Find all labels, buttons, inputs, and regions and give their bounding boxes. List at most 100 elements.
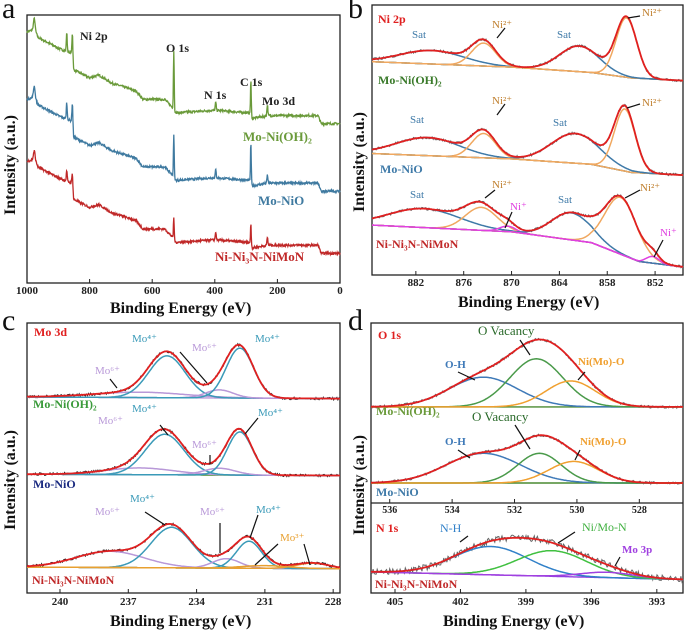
x-tick-label: 536: [382, 505, 397, 516]
annotation-o-vacancy: O Vacancy: [478, 323, 535, 338]
x-tick-label: 600: [144, 285, 161, 297]
annotation-o-h: O-H: [445, 436, 466, 448]
x-axis-title-c: Binding Energy (eV): [110, 613, 252, 630]
x-tick-label: 534: [445, 505, 460, 516]
fit-envelope-line: [371, 104, 684, 176]
series-label-mo-nio: Mo-NiO: [33, 477, 76, 491]
x-tick-label: 228: [325, 596, 342, 608]
annotation-ni2plus: Ni²⁺: [492, 179, 513, 191]
series-line: [26, 85, 341, 195]
x-tick-label: 405: [387, 596, 404, 608]
panel-letter-d: d: [348, 304, 363, 337]
x-axis-title-b: Binding Energy (eV): [458, 294, 600, 311]
series-label-mo-nio: Mo-NiO: [380, 162, 423, 176]
x-tick-label: 200: [269, 285, 286, 297]
annotation-mo4plus: Mo⁴⁺: [255, 333, 280, 345]
annotation-n1s: N 1s: [204, 88, 227, 102]
annotation-mo6plus: Mo⁶⁺: [200, 506, 225, 518]
x-tick-label: 876: [455, 277, 472, 289]
annotation-ni-plus: Ni⁺: [510, 201, 527, 213]
annotation-sat: Sat: [558, 194, 573, 206]
fit-envelope-line: [371, 338, 683, 408]
annotation-mo4plus: Mo⁴⁺: [256, 504, 281, 516]
y-axis-title-c: Intensity (a.u.): [2, 429, 19, 530]
plot-frame: [26, 14, 341, 284]
series-label-mo-ni-oh2: Mo-Ni(OH)₂: [378, 73, 442, 87]
annotation-ni-plus: Ni⁺: [660, 227, 677, 239]
x-tick-label: 864: [551, 277, 568, 289]
series-label-mo-ni-oh2: Mo-Ni(OH)₂: [376, 404, 440, 418]
fit-envelope-line: [27, 523, 341, 569]
x-tick-label: 870: [503, 277, 520, 289]
annotation-mo3plus: Mo³⁺: [280, 532, 305, 544]
plot-frame: [26, 322, 341, 594]
annotation-mo3d: Mo 3d: [262, 94, 295, 108]
panel-letter-a: a: [2, 0, 16, 25]
raw-data-line: [26, 522, 341, 569]
annotation-sat: Sat: [410, 189, 425, 201]
x-tick-label: 530: [569, 505, 584, 516]
x-tick-label: 852: [647, 277, 664, 289]
series-label-mo-nio: Mo-NiO: [376, 485, 419, 499]
plot-frame: [370, 322, 684, 594]
annotation-mo6plus: Mo⁶⁺: [95, 365, 120, 377]
annotation-o-vacancy: O Vacancy: [472, 409, 529, 424]
annotation-ni-mo-n: Ni/Mo-N: [582, 520, 627, 534]
annotation-sat: Sat: [412, 29, 427, 41]
panel-title-o1s: O 1s: [378, 328, 402, 342]
annotation-mo6plus: Mo⁶⁺: [192, 439, 217, 451]
fit-component-line: [27, 433, 341, 477]
raw-data-line: [26, 342, 341, 402]
raw-data-line: [371, 337, 684, 410]
annotation-mo6plus: Mo⁶⁺: [95, 506, 120, 518]
annotation-ni2plus: Ni²⁺: [492, 19, 513, 31]
annotation-n-h: N-H: [440, 521, 462, 535]
series-line: [26, 150, 341, 257]
fit-envelope-line: [371, 194, 684, 268]
fit-envelope-line: [371, 536, 683, 581]
series-label-ni-ni3n-nimon: Ni-Ni₃N-NiMoN: [376, 237, 459, 251]
panel-title-n1s: N 1s: [376, 521, 399, 535]
annotation-ni2plus: Ni²⁺: [492, 95, 513, 107]
annotation-mo4plus: Mo⁴⁺: [132, 403, 157, 415]
series-label-mo-nio: Mo-NiO: [258, 193, 305, 208]
annotation-mo6plus: Mo⁶⁺: [192, 342, 217, 354]
y-axis-title-a: Intensity (a.u.): [2, 114, 19, 215]
fit-component-line: [371, 460, 683, 484]
x-tick-label: 0: [337, 285, 343, 297]
fit-component-line: [27, 355, 340, 400]
annotation-mo4plus: Mo⁴⁺: [258, 407, 283, 419]
fit-component-line: [27, 562, 341, 570]
x-tick-label: 234: [188, 596, 205, 608]
annotation-ni2plus: Ni²⁺: [642, 7, 663, 19]
annotation-mo6plus: Mo⁶⁺: [98, 415, 123, 427]
fit-component-line: [372, 17, 684, 82]
x-tick-label: 399: [518, 596, 535, 608]
series-label-ni-ni3n-nimon: Ni-Ni₃N-NiMoN: [32, 573, 115, 587]
series-label-ni-ni3n-nimon: Ni-Ni₃N-NiMoN: [375, 577, 458, 591]
raw-data-line: [371, 16, 684, 83]
series-line: [26, 16, 341, 128]
panel-letter-c: c: [2, 304, 16, 337]
annotation-mo4plus: Mo⁴⁺: [132, 333, 157, 345]
x-tick-label: 528: [632, 505, 647, 516]
y-axis-title-b: Intensity (a.u.): [351, 111, 368, 212]
annotation-sat: Sat: [410, 114, 425, 126]
annotation-ni-mo-o: Ni(Mo)-O: [578, 356, 625, 368]
annotation-mo4plus: Mo⁴⁺: [130, 493, 155, 505]
fit-component-line: [370, 571, 683, 581]
annotation-ni2p: Ni 2p: [80, 29, 108, 43]
plot-frame: [371, 4, 684, 276]
annotation-mo3p: Mo 3p: [622, 544, 653, 556]
panel-title-ni2p: Ni 2p: [378, 12, 406, 26]
x-tick-label: 400: [207, 285, 224, 297]
x-axis-title-a: Binding Energy (eV): [110, 300, 252, 317]
annotation-ni2plus: Ni²⁺: [642, 97, 663, 109]
x-tick-label: 231: [257, 596, 274, 608]
annotation-ni-mo-o: Ni(Mo)-O: [580, 436, 627, 448]
annotation-o1s: O 1s: [166, 41, 190, 55]
fit-component-line: [27, 431, 340, 477]
x-axis-title-d: Binding Energy (eV): [443, 613, 585, 630]
fit-envelope-line: [371, 434, 683, 484]
